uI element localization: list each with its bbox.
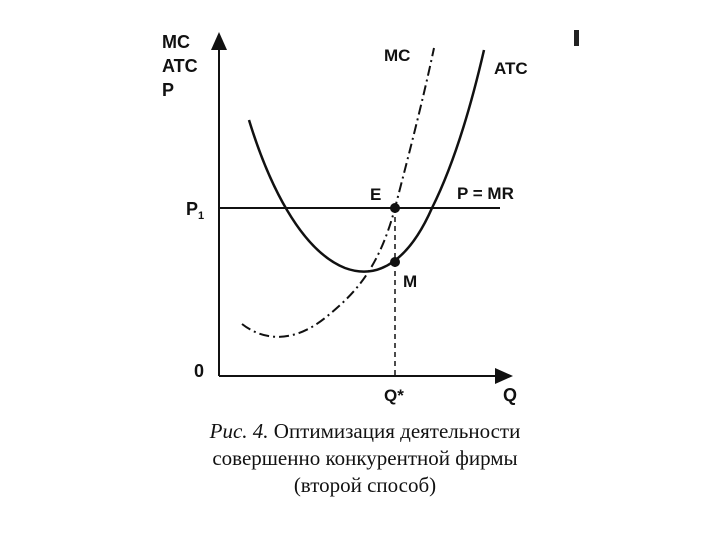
- p1-subscript: 1: [198, 210, 204, 222]
- origin-label: 0: [194, 361, 204, 381]
- figure-caption: Рис. 4. Оптимизация деятельности соверше…: [140, 418, 590, 499]
- p1-tick-label: P1: [186, 199, 204, 222]
- p1-letter: P: [186, 199, 198, 219]
- atc-series-label: ATC: [494, 59, 528, 78]
- y-axis-label-p: P: [162, 80, 174, 100]
- caption-line-1: Рис. 4. Оптимизация деятельности: [140, 418, 590, 445]
- caption-line-3: (второй способ): [293, 473, 437, 497]
- y-axis-label-mc: MC: [162, 32, 190, 52]
- point-m-label: M: [403, 272, 417, 291]
- caption-figure-number: Рис. 4.: [209, 419, 269, 443]
- point-e-label: E: [370, 185, 381, 204]
- stray-mark: [574, 30, 579, 46]
- atc-curve: [247, 49, 486, 273]
- x-axis-label: Q: [503, 385, 517, 405]
- point-e: [390, 203, 400, 213]
- price-line-label: P = MR: [457, 184, 514, 203]
- q-star-tick-label: Q*: [384, 386, 404, 405]
- caption-title-1: Оптимизация деятельности: [273, 419, 521, 443]
- y-axis-label-atc: ATC: [162, 56, 198, 76]
- point-m: [390, 257, 400, 267]
- mc-curve: [241, 47, 435, 338]
- caption-line-2: совершенно конкурентной фирмы: [212, 446, 518, 470]
- mc-series-label: MC: [384, 46, 410, 65]
